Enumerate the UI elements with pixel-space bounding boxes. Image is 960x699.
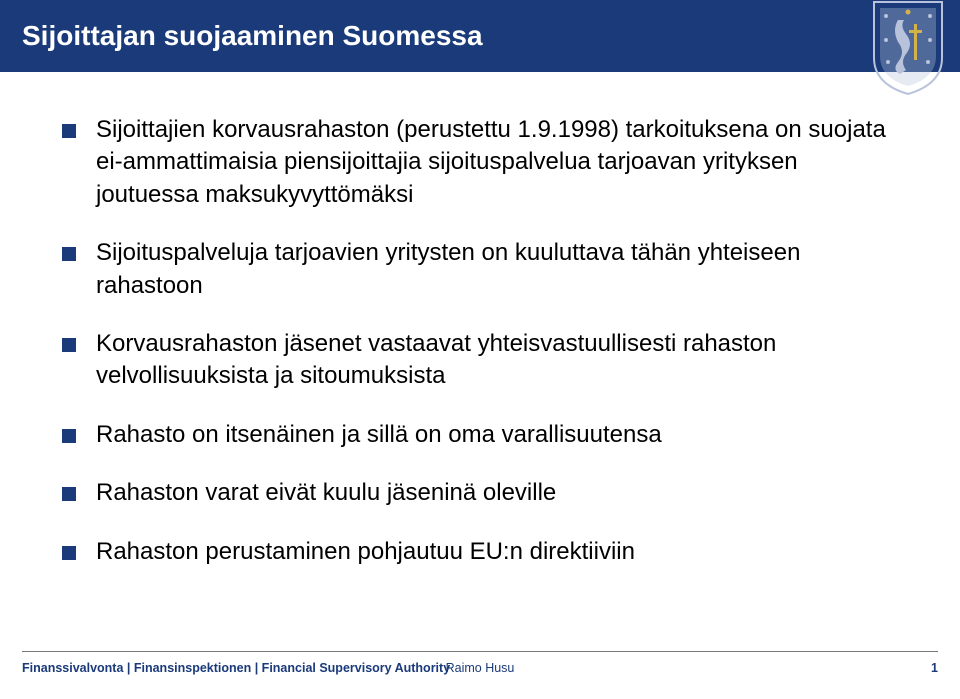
bullet-item: Rahasto on itsenäinen ja sillä on oma va…: [60, 419, 900, 451]
footer-divider: [22, 651, 938, 652]
title-bar: Sijoittajan suojaaminen Suomessa: [0, 0, 960, 72]
content-area: Sijoittajien korvausrahaston (perustettu…: [0, 72, 960, 568]
slide: Sijoittajan suojaaminen Suomessa Sijoitt…: [0, 0, 960, 699]
coat-of-arms-icon: [870, 0, 946, 96]
bullet-item: Korvausrahaston jäsenet vastaavat yhteis…: [60, 328, 900, 393]
footer-page-number: 1: [931, 661, 938, 675]
footer: Finanssivalvonta | Finansinspektionen | …: [0, 657, 960, 683]
slide-title: Sijoittajan suojaaminen Suomessa: [22, 20, 483, 52]
bullet-item: Rahaston varat eivät kuulu jäseninä olev…: [60, 477, 900, 509]
footer-author: Raimo Husu: [0, 661, 960, 675]
bullet-item: Rahaston perustaminen pohjautuu EU:n dir…: [60, 536, 900, 568]
bullet-list: Sijoittajien korvausrahaston (perustettu…: [60, 114, 900, 568]
bullet-item: Sijoittajien korvausrahaston (perustettu…: [60, 114, 900, 211]
bullet-item: Sijoituspalveluja tarjoavien yritysten o…: [60, 237, 900, 302]
